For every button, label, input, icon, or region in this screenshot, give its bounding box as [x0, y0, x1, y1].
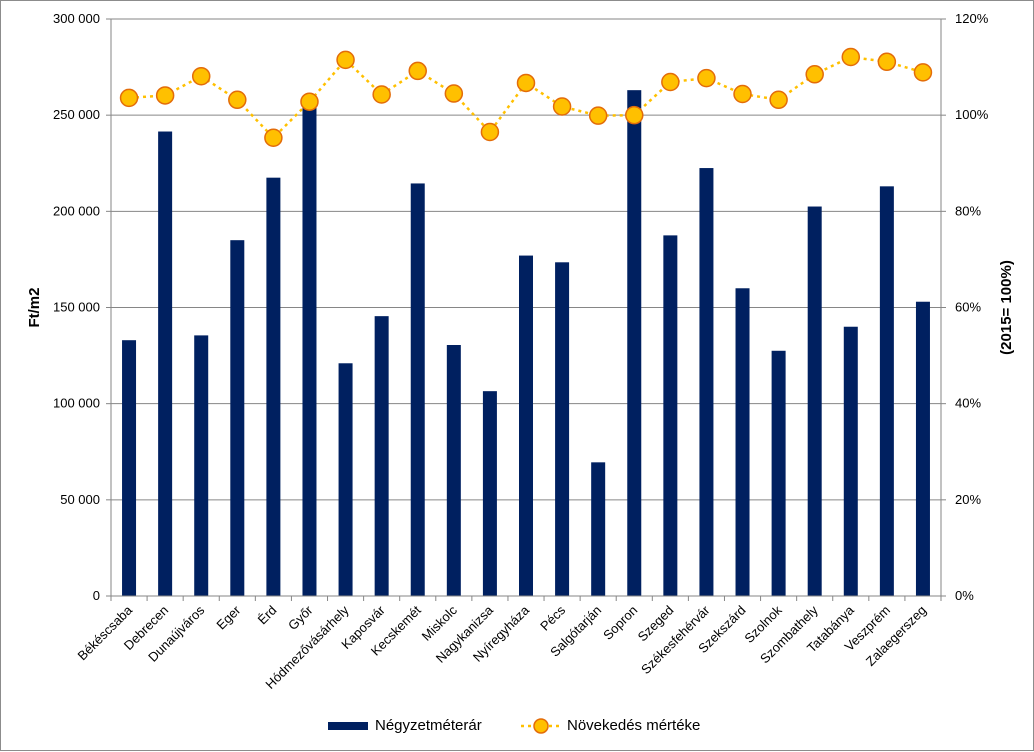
bar [519, 255, 533, 596]
left-tick-label: 100 000 [53, 396, 100, 411]
right-axis-title: (2015= 100%) [998, 260, 1015, 355]
bar [591, 462, 606, 596]
right-tick-label: 60% [955, 300, 981, 315]
left-tick-label: 200 000 [53, 203, 100, 218]
bar [807, 206, 822, 596]
bar [230, 240, 245, 596]
bar [122, 340, 137, 596]
left-axis-ticks: 0 50 000 100 000 150 000 200 000 250 000 300 0… [53, 11, 100, 603]
bar [663, 235, 678, 596]
bar [555, 262, 570, 596]
bar [915, 301, 930, 596]
bar [410, 183, 425, 596]
bar-series [122, 90, 930, 597]
x-tick-label: Érd [255, 603, 280, 628]
line-marker [300, 92, 319, 111]
line-marker [408, 61, 427, 81]
legend-swatch-marker [533, 718, 549, 734]
line-series [128, 55, 924, 140]
bar [735, 288, 750, 596]
x-tick-label: Pécs [537, 602, 568, 633]
bar [374, 316, 389, 596]
line-marker [913, 63, 933, 82]
line-marker [191, 66, 211, 86]
left-tick-label: 0 [93, 588, 100, 603]
legend-label: Növekedés mértéke [567, 717, 700, 734]
line-marker [228, 90, 247, 110]
line-marker [119, 88, 139, 108]
line-marker [372, 85, 391, 104]
line-marker [552, 97, 572, 116]
x-tick-label: Győr [285, 602, 316, 633]
line-marker [805, 65, 824, 84]
left-axis-title: Ft/m2 [26, 287, 43, 327]
line-marker [733, 84, 752, 104]
right-tick-label: 40% [955, 396, 981, 411]
right-axis-ticks: 0% 20% 40% 60% 80% 100% 120% [955, 11, 989, 603]
right-tick-label: 80% [955, 203, 981, 218]
bar [158, 131, 173, 596]
x-tick-label: Sopron [600, 603, 640, 643]
line-marker [155, 86, 175, 105]
bar [771, 350, 786, 596]
x-tick-label: Eger [213, 602, 243, 632]
left-tick-label: 150 000 [53, 300, 100, 315]
bar [266, 177, 281, 597]
bar [446, 345, 461, 596]
bar [699, 168, 714, 596]
legend-label: Négyzetméterár [375, 717, 482, 734]
bar [482, 391, 497, 596]
left-tick-label: 250 000 [53, 107, 100, 122]
line-marker [516, 73, 536, 93]
right-tick-label: 20% [955, 492, 981, 507]
x-tick-label: Békéscsaba [74, 602, 135, 663]
line-marker [877, 52, 897, 72]
line-marker [480, 122, 500, 142]
right-tick-label: 120% [955, 11, 989, 26]
legend-swatch-bar [328, 722, 368, 730]
right-tick-label: 0% [955, 588, 974, 603]
left-tick-label: 300 000 [53, 11, 100, 26]
line-marker [336, 50, 355, 70]
legend: Négyzetméterár Növekedés mértéke [328, 717, 700, 734]
bar [879, 186, 894, 596]
bar [302, 103, 317, 597]
line-markers [119, 47, 933, 148]
tick-marks [106, 18, 946, 601]
left-tick-label: 50 000 [60, 492, 100, 507]
bar [194, 335, 209, 596]
line-marker [661, 72, 680, 92]
bar [627, 90, 642, 596]
line-marker [841, 47, 861, 67]
line-marker [769, 90, 788, 110]
line-marker [697, 68, 716, 88]
line-marker [264, 128, 283, 148]
bar [843, 326, 858, 596]
line-marker [625, 105, 644, 125]
line-marker [444, 84, 464, 103]
right-tick-label: 100% [955, 107, 989, 122]
line-marker [588, 106, 608, 125]
bar [338, 363, 353, 596]
